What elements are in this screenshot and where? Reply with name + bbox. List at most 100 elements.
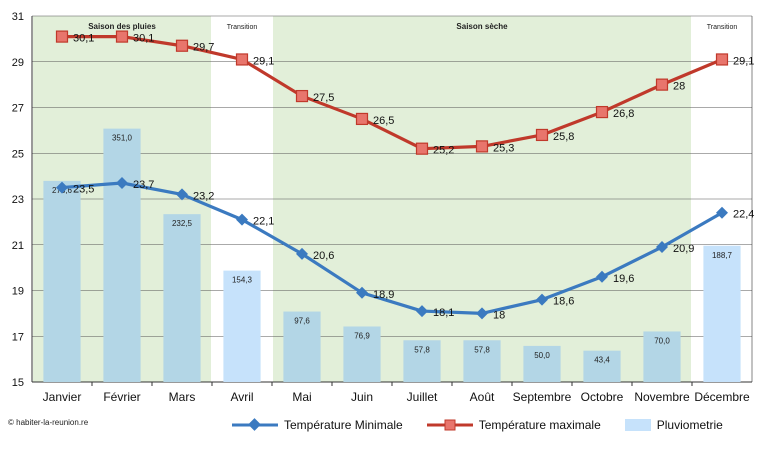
max-temp-point bbox=[295, 89, 309, 103]
min-temp-label: 20,9 bbox=[673, 243, 694, 255]
rain-bar bbox=[103, 128, 141, 382]
max-temp-point bbox=[235, 53, 249, 66]
rain-bar-label: 351,0 bbox=[112, 134, 133, 143]
max-temp-label: 25,3 bbox=[493, 142, 514, 154]
min-temp-point bbox=[416, 305, 428, 318]
min-temp-point bbox=[596, 270, 608, 283]
rain-bar bbox=[703, 245, 741, 382]
copyright-text: © habiter-la-reunion.re bbox=[8, 418, 89, 427]
rain-bar-label: 76,9 bbox=[354, 331, 370, 340]
min-temp-label: 20,6 bbox=[313, 250, 334, 262]
max-temp-point bbox=[655, 78, 669, 91]
rain-bar bbox=[223, 270, 261, 382]
rain-bar-label: 154,3 bbox=[232, 276, 253, 285]
rain-bar bbox=[343, 326, 381, 382]
legend-item-min: Température Minimale bbox=[230, 418, 403, 432]
season-label: Saison des pluies bbox=[88, 22, 156, 31]
min-temp-label: 18 bbox=[493, 309, 505, 321]
max-temp-point bbox=[715, 53, 729, 66]
rain-bar bbox=[163, 214, 201, 382]
max-temp-label: 25,2 bbox=[433, 145, 454, 157]
min-temp-label: 19,6 bbox=[613, 273, 634, 285]
rain-bar bbox=[283, 311, 321, 382]
max-temp-point bbox=[115, 30, 129, 43]
max-temp-point bbox=[175, 39, 189, 52]
min-temp-point bbox=[536, 293, 548, 306]
min-temp-point bbox=[296, 247, 308, 260]
x-tick-label: Octobre bbox=[581, 390, 624, 404]
min-temp-point bbox=[656, 241, 668, 254]
rain-bar-label: 57,8 bbox=[414, 345, 430, 354]
season-label: Transition bbox=[227, 24, 258, 31]
x-tick-label: Décembre bbox=[694, 390, 750, 404]
max-temp-point bbox=[475, 140, 489, 153]
legend-rain-swatch bbox=[624, 419, 651, 431]
min-temp-point bbox=[56, 181, 68, 194]
max-temp-label: 26,5 bbox=[373, 115, 394, 127]
min-temp-label: 23,2 bbox=[193, 190, 214, 202]
y-tick-label: 21 bbox=[12, 240, 24, 252]
y-tick-label: 25 bbox=[12, 148, 24, 160]
legend-max-swatch bbox=[426, 419, 473, 431]
rain-bar-label: 97,6 bbox=[294, 317, 310, 326]
y-tick-label: 17 bbox=[12, 331, 24, 343]
x-tick-label: Septembre bbox=[513, 390, 572, 404]
min-temp-point bbox=[176, 188, 188, 201]
max-temp-label: 30,1 bbox=[73, 33, 94, 45]
min-temp-label: 22,4 bbox=[733, 209, 754, 221]
season-label: Saison sèche bbox=[456, 22, 508, 31]
legend-rain-label: Pluviometrie bbox=[656, 418, 723, 432]
x-tick-label: Novembre bbox=[634, 390, 690, 404]
min-temp-label: 18,6 bbox=[553, 296, 574, 308]
legend-min-swatch bbox=[232, 418, 278, 431]
rain-bar bbox=[43, 180, 81, 382]
max-temp-label: 29,7 bbox=[193, 42, 214, 54]
max-temp-point bbox=[355, 112, 369, 126]
x-tick-label: Mai bbox=[292, 390, 311, 404]
x-tick-label: Avril bbox=[230, 390, 253, 404]
y-tick-label: 15 bbox=[12, 377, 24, 389]
x-tick-label: Mars bbox=[169, 390, 196, 404]
rain-bar bbox=[583, 350, 621, 382]
min-temp-label: 18,1 bbox=[433, 307, 454, 319]
max-temp-point bbox=[595, 105, 609, 119]
y-tick-label: 31 bbox=[12, 11, 24, 23]
max-temp-line bbox=[62, 34, 723, 151]
min-temp-point bbox=[236, 213, 248, 226]
max-temp-point bbox=[415, 142, 429, 155]
rain-bar bbox=[523, 345, 561, 382]
min-temp-point bbox=[356, 286, 368, 299]
y-tick-label: 29 bbox=[12, 57, 24, 69]
x-tick-label: Février bbox=[103, 390, 140, 404]
max-temp-label: 26,8 bbox=[613, 108, 634, 120]
max-temp-label: 25,8 bbox=[553, 131, 574, 143]
max-temp-point bbox=[535, 128, 549, 142]
y-tick-label: 19 bbox=[12, 286, 24, 298]
min-temp-point bbox=[476, 307, 488, 320]
rain-bar-label: 50,0 bbox=[534, 351, 550, 360]
min-temp-label: 18,9 bbox=[373, 289, 394, 301]
min-temp-point bbox=[116, 176, 128, 189]
rain-bar bbox=[403, 340, 441, 382]
x-tick-label: Août bbox=[470, 390, 495, 404]
max-temp-label: 29,1 bbox=[253, 55, 274, 67]
season-label: Transition bbox=[707, 24, 738, 31]
x-tick-label: Juin bbox=[351, 390, 373, 404]
rain-bar bbox=[463, 340, 501, 382]
y-tick-label: 23 bbox=[12, 194, 24, 206]
legend-min-label: Température Minimale bbox=[284, 418, 403, 432]
x-tick-label: Juillet bbox=[407, 390, 438, 404]
max-temp-label: 29,1 bbox=[733, 55, 754, 67]
rain-bar bbox=[643, 331, 681, 382]
max-temp-label: 30,1 bbox=[133, 33, 154, 45]
min-temp-label: 22,1 bbox=[253, 216, 274, 228]
legend: Température Minimale Température maximal… bbox=[230, 415, 723, 435]
legend-max-label: Température maximale bbox=[478, 418, 601, 432]
rain-bar-label: 232,5 bbox=[172, 219, 193, 228]
rain-bar-label: 188,7 bbox=[712, 251, 733, 260]
min-temp-label: 23,5 bbox=[73, 184, 94, 196]
max-temp-label: 28 bbox=[673, 81, 685, 93]
legend-item-max: Température maximale bbox=[425, 418, 601, 432]
